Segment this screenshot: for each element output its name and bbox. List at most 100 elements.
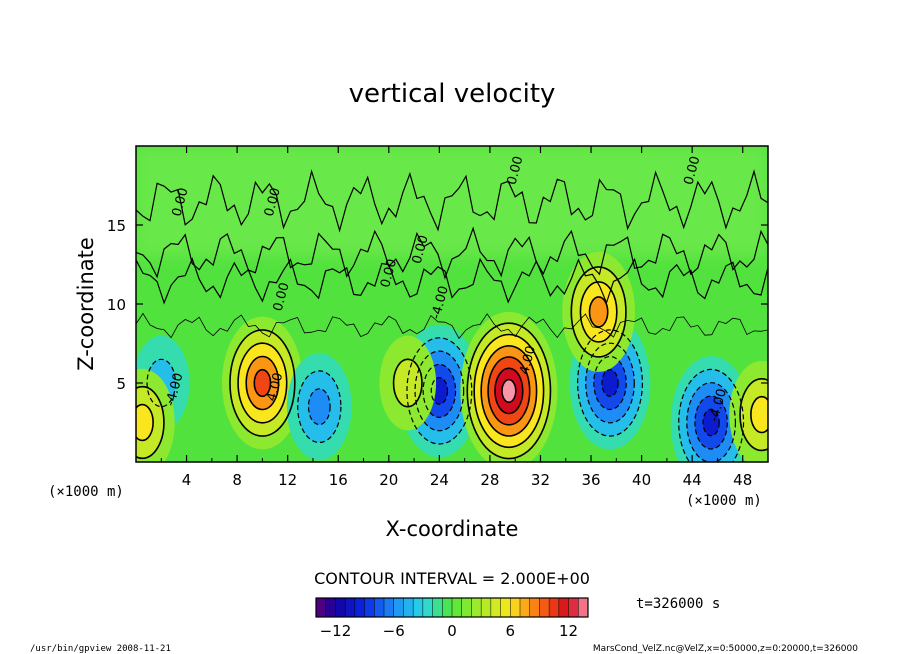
x-tick-label: 20 [379,471,398,489]
contour-cell-6-1 [570,266,627,358]
contour-cell-9-2 [136,403,154,442]
contour-cell-1-2 [307,388,331,426]
colorbar-swatch [500,598,511,617]
colorbar-tick-label: −12 [320,622,352,640]
contour-label: 4.00 [264,371,286,403]
colorbar-swatch [403,598,414,617]
colorbar-swatch [442,598,453,617]
colorbar: −12 −6 0 6 12 [315,597,589,640]
contour-label: 0.00 [378,257,400,289]
x-tick-label: 40 [632,471,651,489]
colorbar-swatch [354,598,365,617]
contour-cell-5-1 [576,329,643,437]
contour-cell-5-4 [601,369,619,397]
contour-label: 0.00 [262,186,284,218]
velocity-cell-7-level-4 [703,409,720,436]
colorbar-swatch [520,598,531,617]
x-tick-label: 4 [182,471,192,489]
velocity-cell-1-level-2 [308,388,331,425]
colorbar-swatch [568,598,579,617]
y-axis-label: Z-coordinate [74,237,98,371]
colorbar-swatch [461,598,472,617]
contour-lines [136,169,768,462]
contour-label: 0.00 [271,281,293,313]
contour-cell-9-1 [136,385,165,460]
colorbar-swatch [393,598,404,617]
x-tick-label: 12 [278,471,297,489]
colorbar-swatch [481,598,492,617]
colorbar-swatch [452,598,463,617]
velocity-cell-9-level-2 [136,404,154,441]
x-tick-label: 8 [232,471,242,489]
colorbar-swatch [539,598,550,617]
velocity-cell-4-level-6 [501,379,516,403]
contour-cell-3-3 [422,363,457,418]
contour-cell-7-3 [694,395,728,450]
colorbar-swatch [578,598,589,617]
contour-cell-7-1 [678,368,745,462]
contour-cell-0-2 [237,342,288,424]
colorbar-tick-label: 12 [559,622,578,640]
colorbar-swatch [384,598,395,617]
plot-area [136,146,768,462]
contour-interval-text: CONTOUR INTERVAL = 2.000E+00 [314,569,590,588]
contour-cell-10-1 [392,358,423,408]
contour-label: 0.00 [682,155,704,187]
contour-cell-4-6 [501,378,517,404]
colorbar-swatch [549,598,560,617]
colorbar-swatch [325,598,336,617]
velocity-cell-8-level-2 [750,396,768,433]
y-tick-label: 10 [107,296,126,314]
colorbar-swatch [413,598,424,617]
colorbar-swatch [510,598,521,617]
contour-cell-2-1 [146,358,177,408]
contour-cell-1-1 [297,370,342,444]
x-unit-left: (×1000 m) [48,484,124,500]
contour-cell-3-1 [406,337,473,445]
velocity-cell-5-level-4 [601,369,619,397]
colorbar-tick-label: −6 [383,622,405,640]
y-tick-label: 5 [116,375,126,393]
contour-cell-6-2 [579,281,618,343]
contour-label: 0.00 [170,186,192,218]
colorbar-swatch [471,598,482,617]
contour-labels: 0.00 0.000.000.00 0.000.000.00-4.00 4.004.0… [163,155,730,424]
velocity-cell-0-level-4 [254,369,271,397]
contour-cell-5-3 [593,355,627,411]
x-tick-label: 16 [329,471,348,489]
contour-cell-8-1 [739,378,768,452]
contour-cell-0-1 [229,329,296,437]
velocity-cell-6-level-3 [589,296,608,327]
upper-band [136,146,768,256]
colorbar-tick-label: 6 [506,622,516,640]
x-tick-label: 32 [531,471,550,489]
x-tick-label: 24 [430,471,449,489]
x-tick-label: 36 [581,471,600,489]
x-tick-label: 28 [480,471,499,489]
contour-cell-8-2 [750,395,768,434]
colorbar-tick-label: 0 [447,622,457,640]
contour-cell-0-3 [245,355,280,411]
contour-cell-7-4 [702,408,720,437]
zero-contour-low [136,312,768,340]
zero-contour-1 [136,226,768,280]
colorbar-swatch [374,598,385,617]
x-unit-right: (×1000 m) [686,493,762,509]
chart-title: vertical velocity [349,79,556,109]
contour-label: 0.00 [505,155,527,187]
x-tick-label: 44 [683,471,702,489]
colorbar-frame [315,597,589,618]
colorbar-swatch [364,598,375,617]
contour-cell-7-2 [686,382,737,462]
y-tick-label: 15 [107,217,126,235]
contour-label: 4.00 [517,344,539,376]
contour-cell-6-3 [588,296,609,328]
footer-left: /usr/bin/gpview 2008-11-21 [30,644,171,654]
colorbar-swatch [490,598,501,617]
colorbar-swatch [335,598,346,617]
colorbar-swatch [558,598,569,617]
zero-contour-2 [136,169,768,233]
contour-cell-4-4 [487,356,531,426]
contour-label: 0.00 [410,234,432,266]
